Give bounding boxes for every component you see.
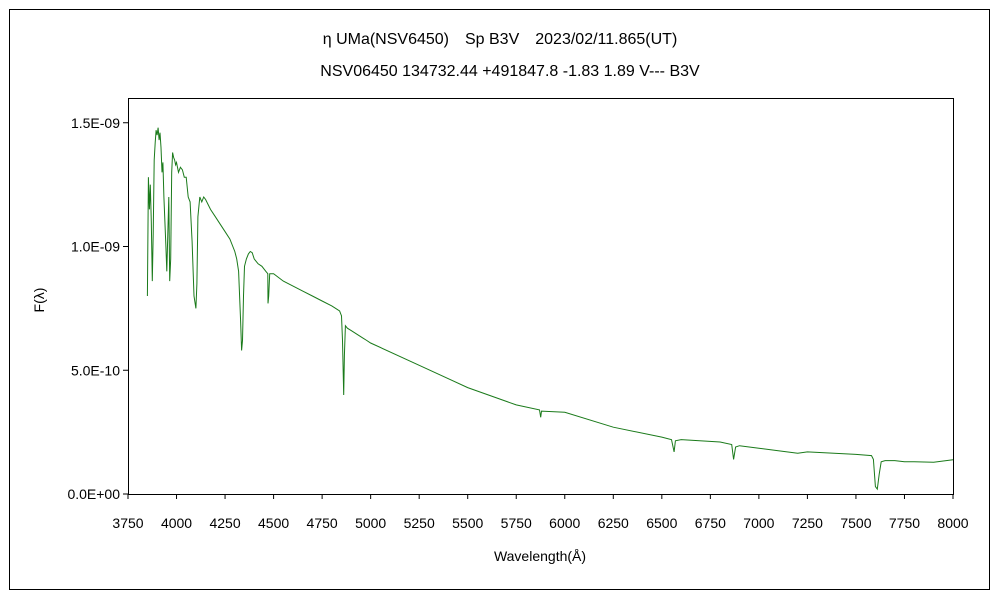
chart-title: η UMa(NSV6450) Sp B3V 2023/02/11.865(UT) bbox=[323, 31, 678, 48]
x-tick-label: 7000 bbox=[743, 515, 774, 531]
x-tick-label: 4250 bbox=[209, 515, 240, 531]
y-tick-label: 0.0E+00 bbox=[67, 486, 120, 502]
outer-border bbox=[9, 9, 990, 590]
spectrum-line bbox=[146, 127, 954, 491]
plot-area bbox=[128, 98, 954, 495]
x-tick-label: 6750 bbox=[695, 515, 726, 531]
chart-subtitle: NSV06450 134732.44 +491847.8 -1.83 1.89 … bbox=[320, 63, 700, 80]
x-tick-label: 6250 bbox=[598, 515, 629, 531]
x-tick-label: 6500 bbox=[646, 515, 677, 531]
x-tick-label: 7500 bbox=[840, 515, 871, 531]
x-tick-label: 5500 bbox=[452, 515, 483, 531]
x-tick-label: 6000 bbox=[549, 515, 580, 531]
x-tick-label: 5250 bbox=[404, 515, 435, 531]
x-axis-ticks: 3750 4000 4250 4500 4750 5000 5250 5500 5750 6000… bbox=[112, 494, 969, 531]
x-tick-label: 3750 bbox=[112, 515, 143, 531]
x-tick-label: 8000 bbox=[937, 515, 968, 531]
x-tick-label: 5750 bbox=[501, 515, 532, 531]
x-axis-label: Wavelength(Å) bbox=[494, 548, 586, 564]
y-tick-label: 1.0E-09 bbox=[71, 239, 120, 255]
y-tick-label: 5.0E-10 bbox=[71, 362, 120, 378]
x-tick-label: 7250 bbox=[792, 515, 823, 531]
x-tick-label: 5000 bbox=[355, 515, 386, 531]
x-tick-label: 4500 bbox=[258, 515, 289, 531]
x-tick-label: 4000 bbox=[161, 515, 192, 531]
x-tick-label: 4750 bbox=[307, 515, 338, 531]
y-tick-label: 1.5E-09 bbox=[71, 115, 120, 131]
y-axis-label: F(λ) bbox=[31, 288, 47, 313]
y-axis-ticks: 0.0E+00 5.0E-10 1.0E-09 1.5E-09 bbox=[67, 115, 128, 502]
x-tick-label: 7750 bbox=[889, 515, 920, 531]
